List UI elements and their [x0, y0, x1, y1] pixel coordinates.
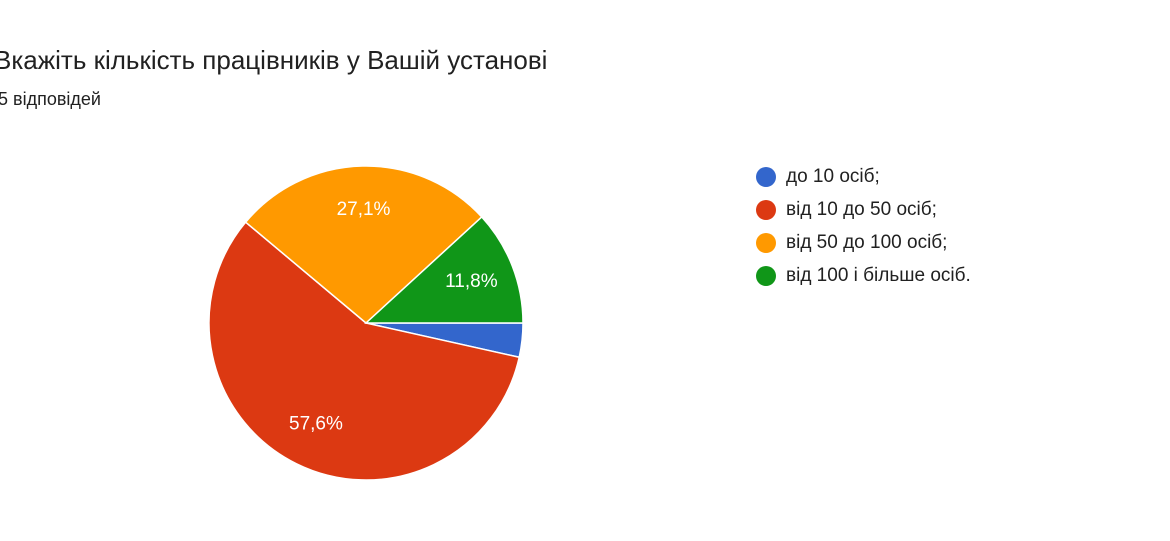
- pie-slice: [208, 221, 521, 481]
- data-label: 57,6%: [289, 413, 343, 434]
- data-label: 11,8%: [445, 271, 498, 292]
- chart-title: Вкажіть кількість працівників у Вашій ус…: [0, 45, 547, 75]
- legend-label: від 50 до 100 осіб;: [786, 232, 947, 253]
- legend-label: від 10 до 50 осіб;: [786, 199, 937, 220]
- pie-slice: [244, 165, 483, 324]
- legend-swatch: [756, 266, 776, 286]
- pie-slice: [364, 215, 524, 324]
- data-label: 27,1%: [337, 199, 391, 220]
- legend-label: від 100 і більше осіб.: [786, 265, 971, 286]
- legend-swatch: [756, 200, 776, 220]
- chart-subtitle: 85 відповідей: [0, 89, 101, 109]
- legend-swatch: [756, 233, 776, 253]
- legend-swatch: [756, 167, 776, 187]
- legend-label: до 10 осіб;: [786, 166, 880, 187]
